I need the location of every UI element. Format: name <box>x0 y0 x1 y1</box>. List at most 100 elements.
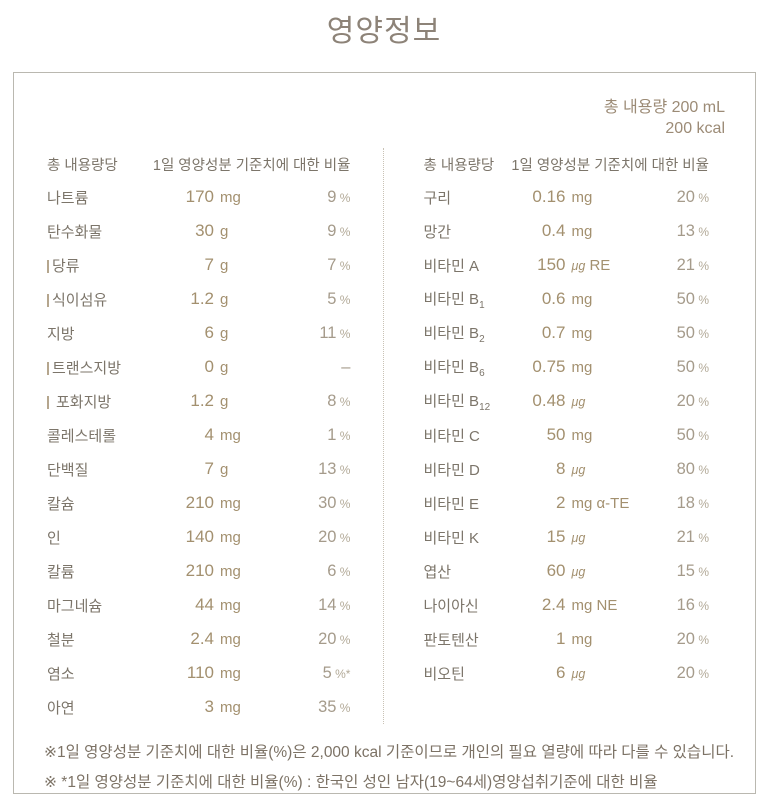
nutrient-amount: 30 <box>195 221 214 240</box>
nutrient-label: 비타민 D <box>423 461 480 479</box>
nutrient-amount: 210 <box>185 561 214 580</box>
nutrient-row: 비타민 B12 0.48 μg 20 % <box>423 384 709 418</box>
nutrient-daily-value: 11 % <box>319 323 351 342</box>
nutrient-row: 철분 2.4 mg 20 % <box>47 622 350 656</box>
nutrient-unit: mg <box>571 358 593 376</box>
nutrient-daily-value: 30 % <box>318 493 351 512</box>
nutrient-label: 인 <box>47 529 61 547</box>
nutrient-daily-value: 5 % <box>327 289 351 308</box>
nutrient-row: 칼륨 210 mg 6 % <box>47 554 350 588</box>
nutrient-row: 비타민 D 8 μg 80 % <box>423 452 709 486</box>
nutrient-row: 단백질 7 g 13 % <box>47 452 350 486</box>
nutrient-amount: 1.2 <box>190 289 214 308</box>
indent-bar-icon <box>47 259 49 273</box>
header-daily-value: 1일 영양성분 기준치에 대한 비율 <box>511 157 709 174</box>
nutrient-row: 탄수화물 30 g 9 % <box>47 214 350 248</box>
nutrient-label: 비타민 E <box>423 495 480 513</box>
nutrient-daily-value: 20 % <box>318 629 351 648</box>
nutrient-row: 칼슘 210 mg 30 % <box>47 486 350 520</box>
nutrient-label: 나트륨 <box>47 189 89 207</box>
nutrient-amount: 7 <box>204 255 214 274</box>
nutrient-daily-value: 50 % <box>676 323 709 342</box>
nutrient-unit: mg <box>571 324 593 342</box>
nutrient-row: 지방 6 g 11 % <box>47 316 350 350</box>
nutrient-unit: mg <box>220 188 241 206</box>
nutrient-row: 비타민 B1 0.6 mg 50 % <box>423 282 709 316</box>
nutrient-amount: 0.16 <box>532 187 566 206</box>
nutrient-label: 칼슘 <box>47 495 75 513</box>
nutrient-amount: 4 <box>204 425 214 444</box>
nutrient-row: 포화지방 1.2 g 8 % <box>47 384 350 418</box>
nutrient-amount: 0 <box>204 357 214 376</box>
nutrient-daily-value: 7 % <box>327 255 351 274</box>
nutrient-unit: mg α-TE <box>571 494 630 512</box>
nutrient-unit: mg <box>220 494 241 512</box>
nutrient-row: 망간 0.4 mg 13 % <box>423 214 709 248</box>
nutrient-amount: 110 <box>186 663 214 682</box>
nutrition-facts-panel: 총 내용량 200 mL 200 kcal 총 내용량당 1일 영양성분 기준치… <box>13 72 756 794</box>
nutrient-label: 포화지방 <box>47 391 159 412</box>
nutrient-daily-value: 16 % <box>676 595 709 614</box>
total-volume: 총 내용량 200 mL <box>603 99 725 116</box>
nutrient-unit: g <box>220 460 229 478</box>
nutrient-amount: 7 <box>204 459 214 478</box>
nutrient-label: 칼륨 <box>47 563 75 581</box>
header-per-serving: 총 내용량당 <box>423 157 495 174</box>
nutrient-unit: μg RE <box>571 256 611 274</box>
nutrient-daily-value: 8 % <box>327 391 351 410</box>
nutrient-amount: 15 <box>546 527 566 546</box>
nutrient-label: 단백질 <box>47 461 89 479</box>
nutrient-daily-value: – <box>341 357 351 376</box>
nutrient-label: 비타민 B6 <box>423 358 485 379</box>
nutrient-amount: 0.4 <box>541 221 566 240</box>
nutrient-daily-value: 13 % <box>318 459 351 478</box>
nutrient-unit: g <box>220 290 229 308</box>
nutrient-unit: mg <box>220 698 241 716</box>
nutrient-label: 비타민 C <box>423 427 480 445</box>
nutrition-table-right: 총 내용량당 1일 영양성분 기준치에 대한 비율 구리 0.16 mg 20 … <box>384 148 755 724</box>
header-per-serving: 총 내용량당 <box>47 157 118 174</box>
nutrient-unit: g <box>220 392 229 410</box>
nutrient-daily-value: 20 % <box>676 391 709 410</box>
nutrient-daily-value: 1 % <box>327 425 351 444</box>
nutrient-daily-value: 9 % <box>327 187 351 206</box>
nutrient-row: 비타민 E 2 mg α-TE 18 % <box>423 486 709 520</box>
nutrient-unit: mg <box>571 426 593 444</box>
nutrient-daily-value: 20 % <box>676 663 709 682</box>
nutrient-amount: 1.2 <box>190 391 214 410</box>
nutrient-daily-value: 50 % <box>676 289 709 308</box>
nutrition-table-left: 총 내용량당 1일 영양성분 기준치에 대한 비율 나트륨 170 mg 9 %… <box>14 148 383 724</box>
column-divider <box>383 148 385 724</box>
nutrient-row: 당류 7 g 7 % <box>47 248 350 282</box>
nutrient-label: 트랜스지방 <box>47 357 159 378</box>
indent-bar-icon <box>47 361 49 375</box>
header-daily-value: 1일 영양성분 기준치에 대한 비율 <box>152 157 351 174</box>
nutrient-unit: μg <box>571 462 586 477</box>
nutrient-label: 지방 <box>47 325 75 343</box>
nutrient-unit: mg <box>571 290 593 308</box>
nutrient-daily-value: 80 % <box>676 459 709 478</box>
table-rows: 구리 0.16 mg 20 % 망간 0.4 mg 13 % 비타민 A 150… <box>423 180 709 690</box>
nutrient-daily-value: 13 % <box>676 221 709 240</box>
nutrient-unit: mg NE <box>571 596 618 614</box>
nutrient-row: 비타민 B6 0.75 mg 50 % <box>423 350 709 384</box>
nutrient-unit: g <box>220 222 229 240</box>
nutrient-unit: μg <box>571 530 586 545</box>
nutrient-row: 비타민 B2 0.7 mg 50 % <box>423 316 709 350</box>
nutrient-amount: 50 <box>546 425 566 444</box>
nutrient-label: 비타민 K <box>423 529 480 547</box>
nutrient-amount: 8 <box>556 459 566 478</box>
nutrient-label: 망간 <box>423 223 452 241</box>
nutrient-unit: mg <box>220 562 241 580</box>
nutrient-daily-value: 9 % <box>327 221 351 240</box>
nutrient-daily-value: 21 % <box>676 527 709 546</box>
nutrient-amount: 0.48 <box>532 391 566 410</box>
nutrient-row: 비타민 A 150 μg RE 21 % <box>423 248 709 282</box>
nutrient-amount: 44 <box>195 595 214 614</box>
nutrient-label: 비타민 B2 <box>423 324 485 345</box>
total-contents: 총 내용량 200 mL 200 kcal <box>14 73 755 139</box>
nutrient-daily-value: 6 % <box>327 561 351 580</box>
nutrient-label: 마그네슘 <box>47 597 103 615</box>
nutrient-daily-value: 15 % <box>676 561 709 580</box>
nutrient-row: 식이섬유 1.2 g 5 % <box>47 282 350 316</box>
